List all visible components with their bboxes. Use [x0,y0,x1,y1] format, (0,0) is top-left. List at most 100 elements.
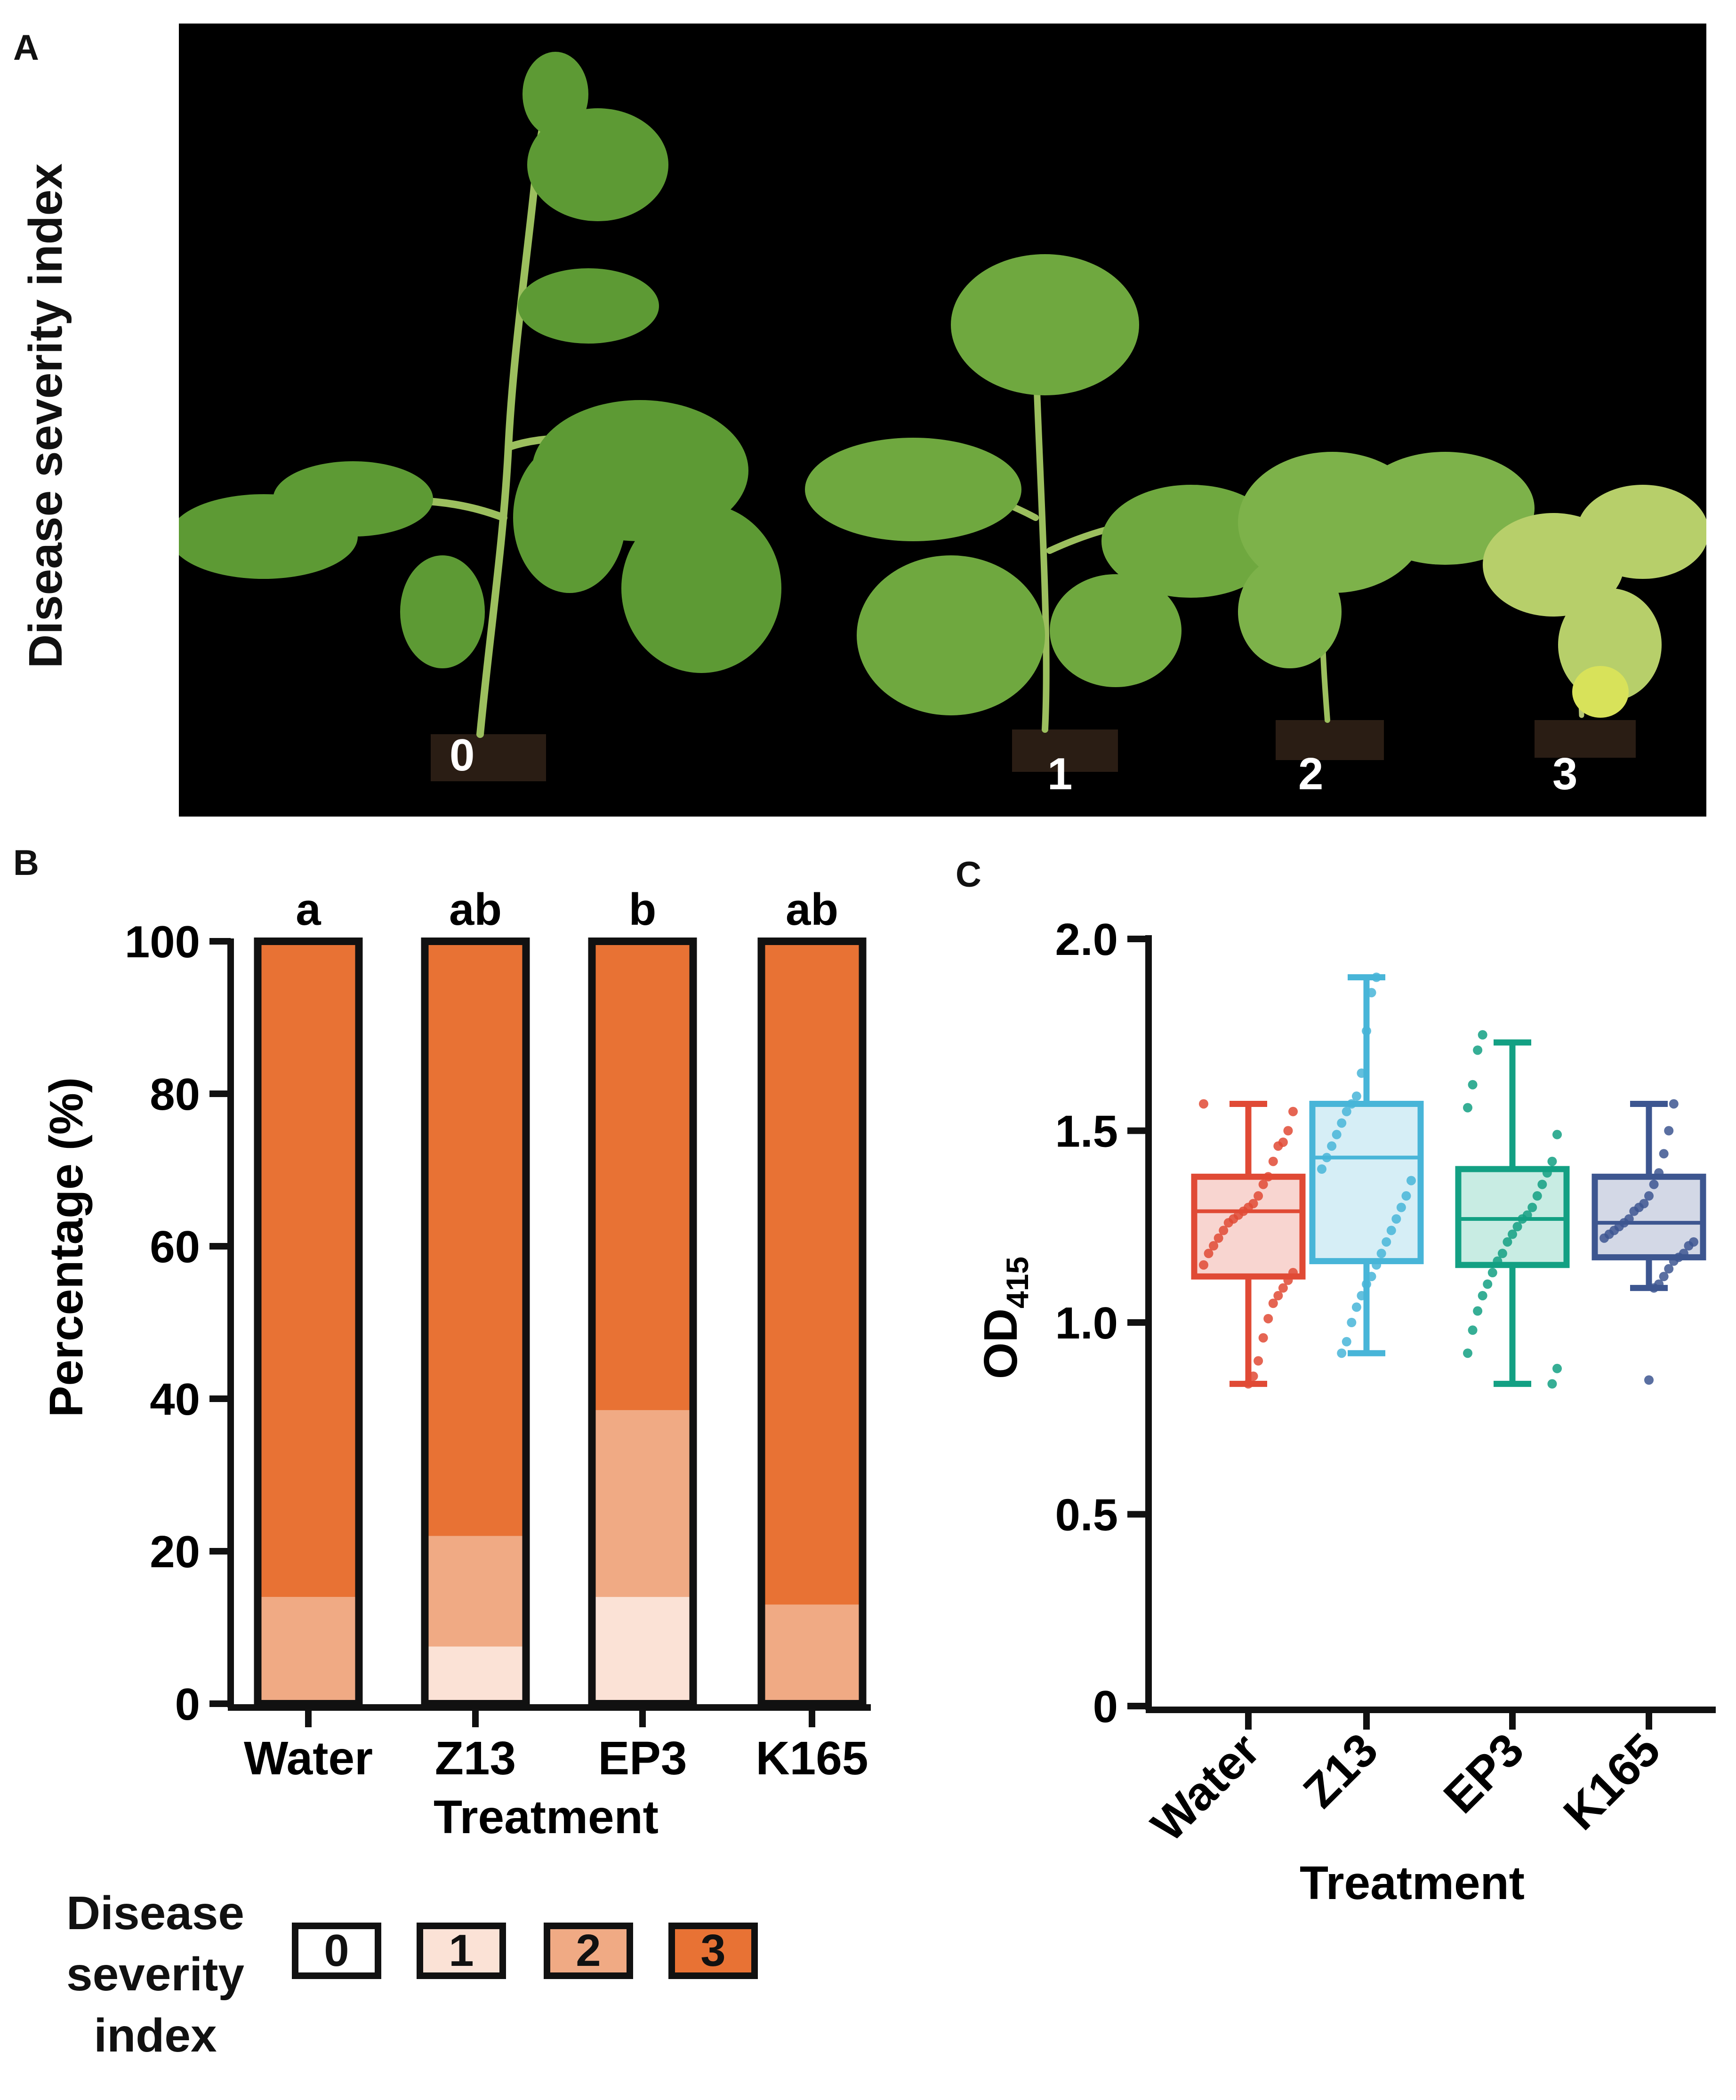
data-point [1654,1168,1664,1178]
data-point [1337,1118,1347,1128]
data-point [1659,1272,1669,1282]
bar-segment [425,941,526,1536]
data-point [1547,1379,1557,1389]
data-point [1468,1325,1478,1335]
data-point [1332,1130,1342,1139]
data-point [1362,1279,1371,1289]
data-point [1268,1156,1278,1166]
panel-a-letter: A [13,28,39,68]
data-point [1669,1099,1679,1109]
data-point [1659,1149,1669,1159]
data-point [1283,1126,1293,1136]
data-point [1366,988,1376,998]
significance-letter: ab [786,884,838,935]
data-point [1664,1264,1674,1274]
data-point [1473,1306,1483,1316]
data-point [1542,1168,1552,1178]
data-point [1552,1363,1562,1373]
data-point [1254,1191,1263,1201]
data-point [1649,1283,1659,1293]
data-point [1322,1153,1332,1162]
y-tick-label: 1.0 [1055,1298,1118,1348]
y-tick-label: 80 [150,1069,200,1120]
y-tick-label: 0 [175,1679,200,1730]
data-point [1669,1256,1679,1266]
data-point [1273,1290,1283,1300]
chart-c-x-axis-label: Treatment [1300,1857,1525,1909]
chart-c-y-axis-label-subscript: 415 [1000,1257,1035,1308]
bar-segment [592,941,693,1411]
y-tick-label: 100 [125,917,200,967]
data-point [1463,1103,1472,1113]
photo-y-axis-label: Disease severity index [19,163,72,668]
chart-c-y-axis-label: OD415 [974,1257,1035,1379]
y-tick-label: 0 [1093,1682,1118,1732]
x-tick-label: Z13 [1294,1723,1388,1818]
data-point [1263,1314,1273,1323]
legend-item-3: 3 [668,1923,758,1979]
data-point [1684,1241,1694,1250]
significance-letter: ab [449,884,502,935]
data-point [1503,1237,1512,1247]
data-point [1347,1318,1357,1327]
data-point [1254,1356,1263,1366]
legend-item-label: 0 [324,1925,349,1976]
x-tick-label: EP3 [1434,1723,1534,1823]
data-point [1258,1179,1268,1189]
data-point [1258,1333,1268,1343]
box [1591,1173,1706,1260]
bar-segment [257,1597,359,1704]
data-point [1199,1260,1208,1270]
box [1191,1173,1306,1280]
data-point [1391,1214,1401,1224]
data-point [1599,1233,1609,1243]
data-point [1268,1298,1278,1308]
data-point [1664,1126,1674,1136]
legend-title-line: index [94,2009,217,2062]
data-point [1283,1275,1293,1285]
data-point [1351,1302,1361,1312]
x-tick-label: K165 [755,1732,868,1785]
data-point [1209,1241,1219,1250]
legend-item-label: 1 [449,1925,474,1976]
legend-item-2: 2 [544,1923,633,1979]
data-point [1527,1202,1537,1212]
bar-segment [425,1646,526,1704]
bar-segment [257,941,359,1597]
data-point [1493,1256,1503,1266]
box [1455,1166,1570,1268]
data-point [1327,1141,1337,1151]
x-tick-label: EP3 [598,1732,687,1785]
data-point [1357,1068,1366,1078]
data-point [1508,1229,1517,1239]
bar-outline [254,938,363,1707]
box-plot-chart: OD415 Treatment 0 0.5 1.0 1.5 2.0 Water Z13 EP3… [974,914,1716,1909]
data-point [1483,1279,1493,1289]
legend-item-0: 0 [292,1923,381,1979]
bar-segment [761,1604,863,1704]
bar-segment [592,1410,693,1597]
data-point [1214,1233,1223,1243]
plant-label-2: 2 [1298,749,1324,799]
stacked-bar-chart: Percentage (%) Treatment 0 20 40 60 80 100 Wat… [40,884,871,1844]
y-tick-label: 60 [150,1222,200,1272]
box [1309,1100,1424,1265]
data-point [1401,1191,1411,1201]
panel-c-letter: C [956,855,981,895]
significance-letter: b [629,884,657,935]
x-tick-label: Water [1141,1723,1270,1852]
bar-outline [421,938,530,1707]
data-point [1386,1226,1396,1235]
data-point [1342,1106,1351,1116]
data-point [1278,1283,1288,1293]
data-point [1512,1222,1522,1232]
data-point [1532,1191,1542,1201]
data-point [1362,1026,1371,1036]
data-point [1473,1045,1483,1055]
data-point [1644,1375,1654,1385]
x-tick-label: Z13 [435,1732,516,1785]
legend-item-1: 1 [417,1923,506,1979]
data-point [1537,1179,1547,1189]
data-point [1273,1141,1283,1151]
panel-b-letter: B [13,843,39,883]
